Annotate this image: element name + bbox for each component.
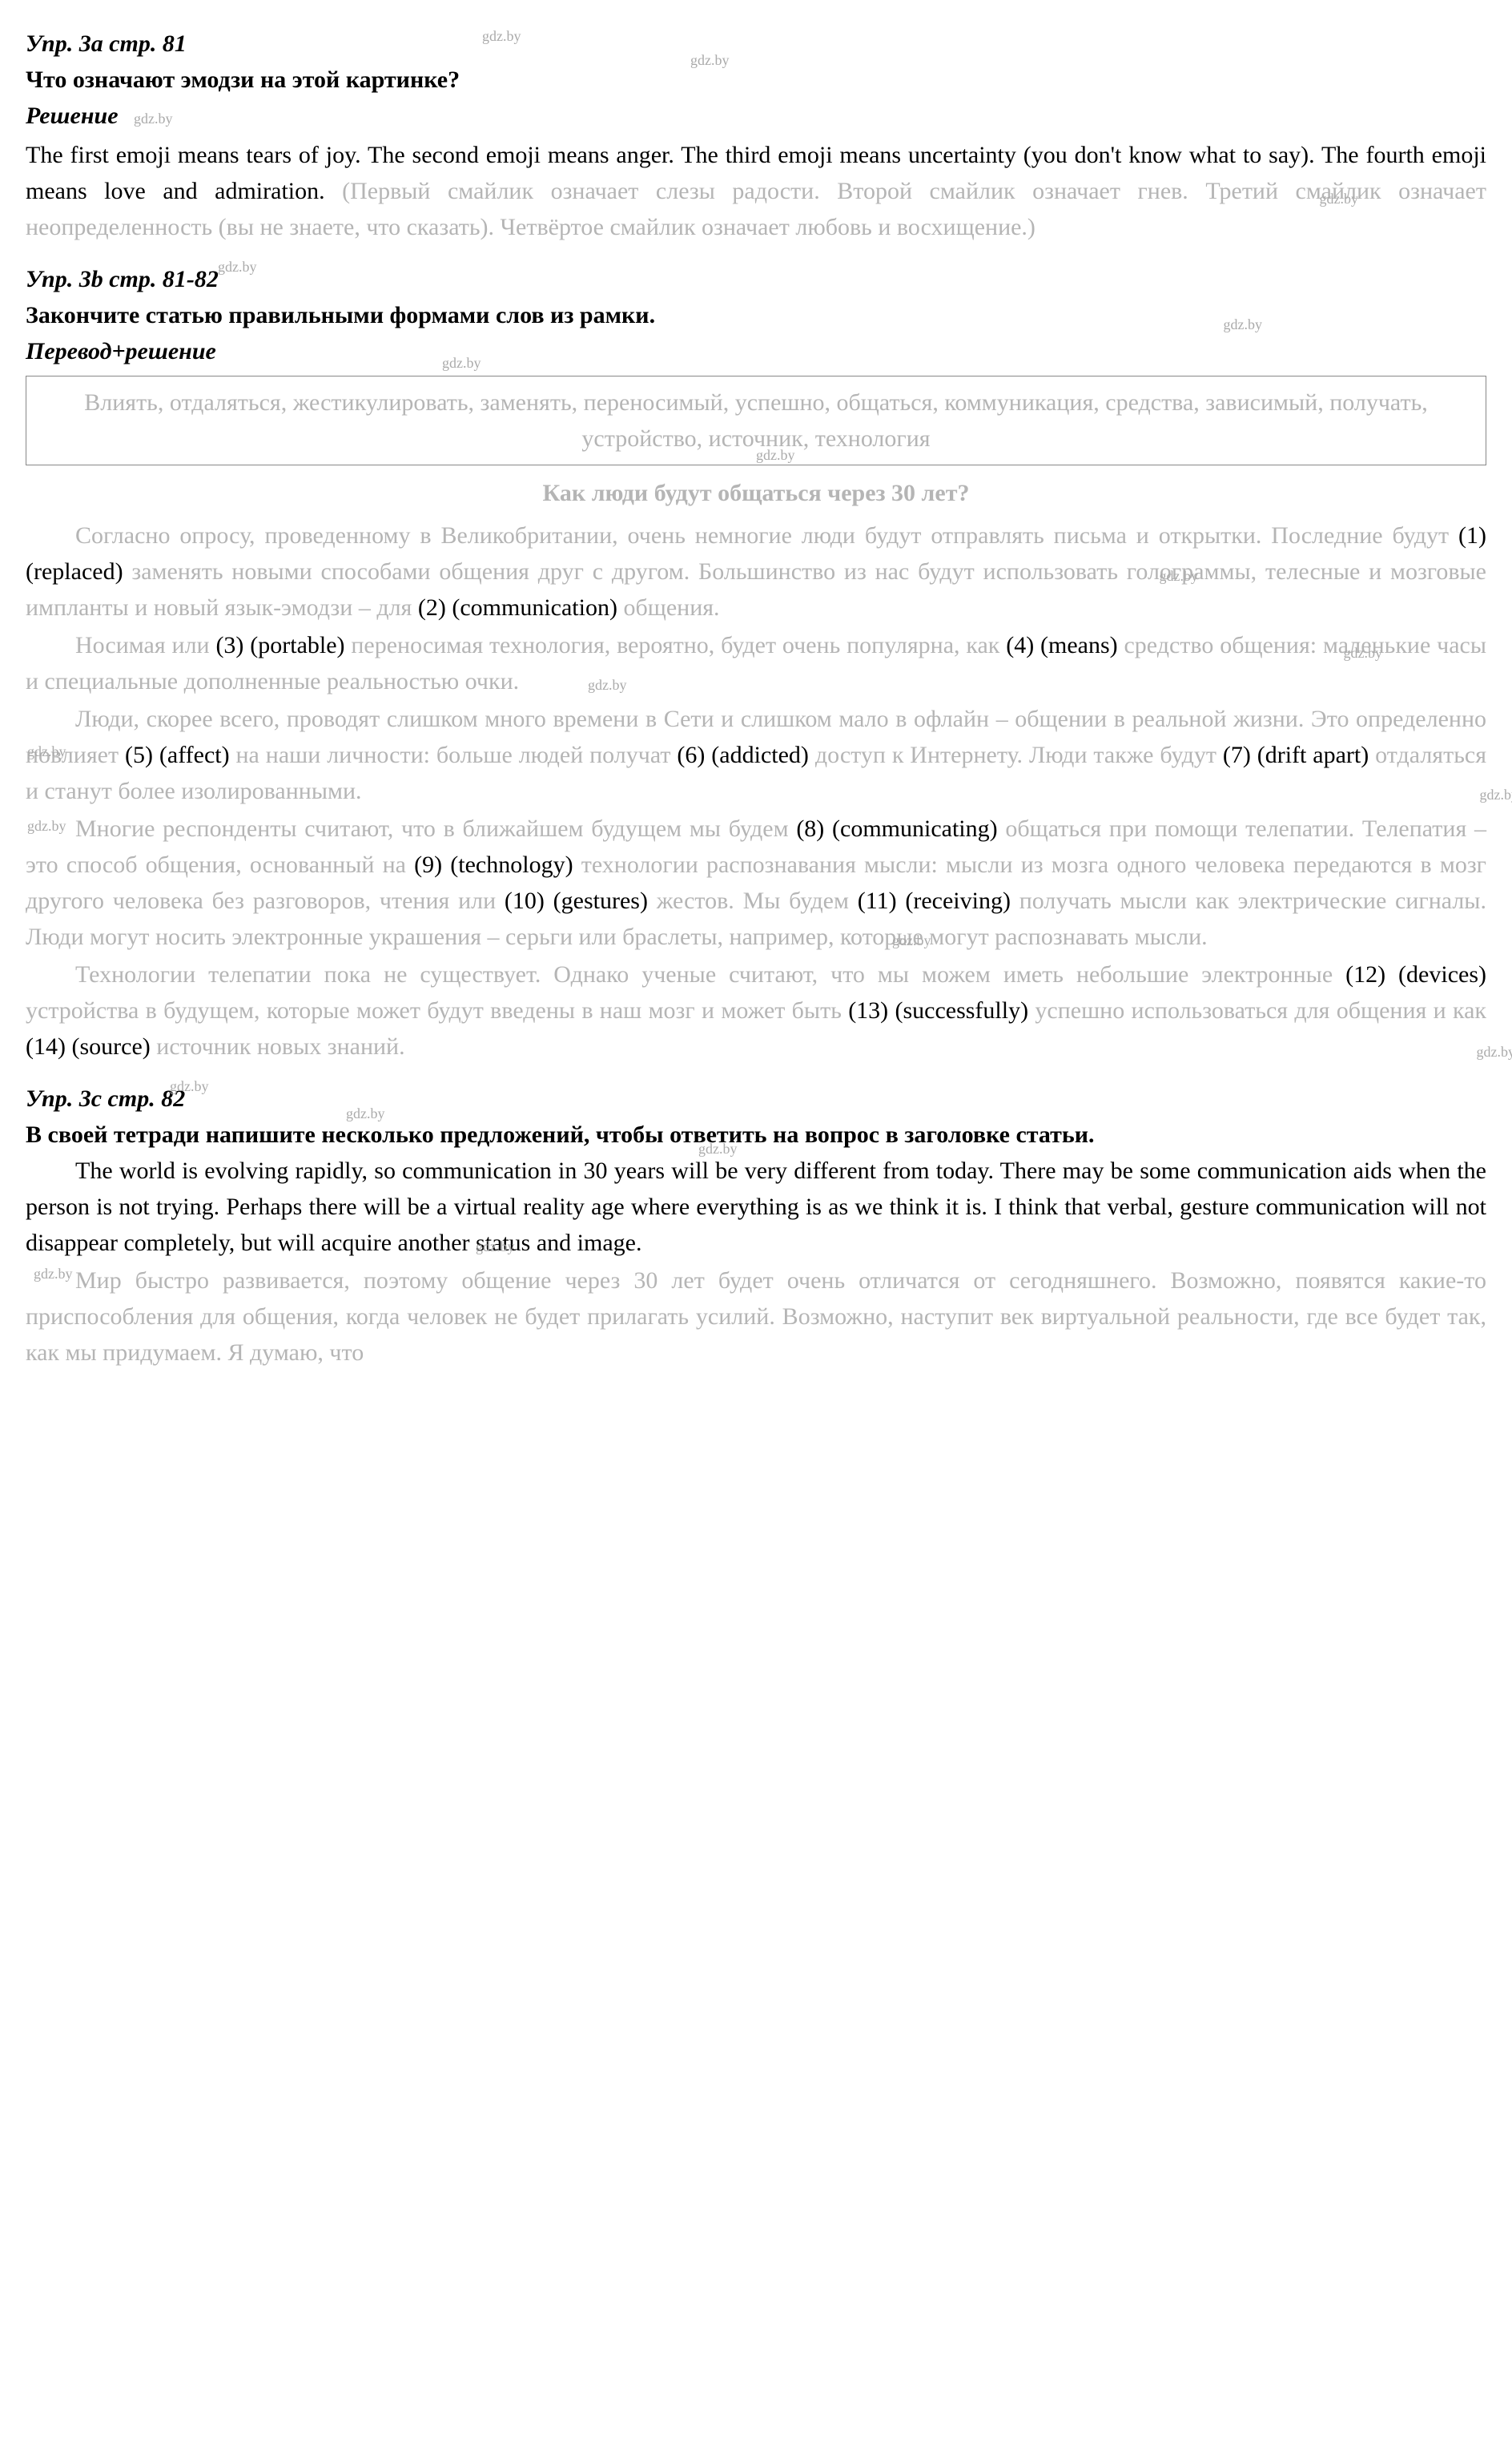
watermark: gdz.by (756, 445, 795, 466)
watermark: gdz.by (0, 815, 66, 837)
watermark: gdz.by (690, 50, 730, 71)
watermark: gdz.by (442, 352, 481, 374)
exercise-question: В своей тетради напишите несколько предл… (26, 1117, 1486, 1153)
article-para-5: Технологии телепатии пока не существует.… (26, 956, 1486, 1065)
article-para-4: gdz.by Многие респонденты считают, что в… (26, 811, 1486, 955)
answer-russian: gdz.by Мир быстро развивается, поэтому о… (26, 1262, 1486, 1371)
solution-label: Решение (26, 103, 119, 129)
watermark: gdz.by (1110, 566, 1199, 587)
section-3c: gdz.by gdz.by gdz.by Упр. 3c стр. 82 В с… (26, 1081, 1486, 1371)
watermark: gdz.by (0, 741, 66, 763)
solution-label: Перевод+решение (26, 338, 216, 364)
solution-body: The first emoji means tears of joy. The … (26, 137, 1486, 245)
box-words: Влиять, отдаляться, жестикулировать, зам… (84, 389, 1428, 452)
watermark: gdz.by (134, 111, 173, 127)
exercise-heading: Упр. 3a стр. 81 (26, 26, 1486, 62)
watermark: gdz.by (482, 26, 521, 47)
article-para-3: gdz.by Люди, скорее всего, проводят слиш… (26, 701, 1486, 809)
article-para-2: Носимая или (3) (portable) переносимая т… (26, 627, 1486, 699)
watermark: gdz.by (426, 1236, 515, 1258)
watermark: gdz.by (1427, 1041, 1512, 1063)
word-box: Влиять, отдаляться, жестикулировать, зам… (26, 376, 1486, 465)
watermark: gdz.by (1294, 642, 1383, 664)
watermark: gdz.by (346, 1103, 385, 1125)
watermark: gdz.by (218, 256, 257, 278)
article-para-1: Согласно опросу, проведенному в Великобр… (26, 517, 1486, 626)
watermark: gdz.by (170, 1076, 209, 1097)
watermark: gdz.by (1224, 314, 1263, 336)
answer-english: The world is evolving rapidly, so commun… (26, 1153, 1486, 1261)
watermark: gdz.by (538, 674, 627, 696)
exercise-question: Что означают эмодзи на этой картинке? (26, 62, 1486, 98)
article-title: Как люди будут общаться через 30 лет? (26, 475, 1486, 511)
watermark: gdz.by (1320, 188, 1359, 210)
watermark: gdz.by (1430, 784, 1512, 806)
exercise-question: Закончите статью правильными формами сло… (26, 297, 1486, 333)
section-3b: gdz.by gdz.by Упр. 3b стр. 81-82 Закончи… (26, 261, 1486, 1065)
watermark: gdz.by (0, 1263, 73, 1285)
exercise-heading: Упр. 3c стр. 82 (26, 1081, 1486, 1117)
section-3a: gdz.by gdz.by Упр. 3a стр. 81 Что означа… (26, 26, 1486, 245)
watermark: gdz.by (842, 930, 931, 952)
